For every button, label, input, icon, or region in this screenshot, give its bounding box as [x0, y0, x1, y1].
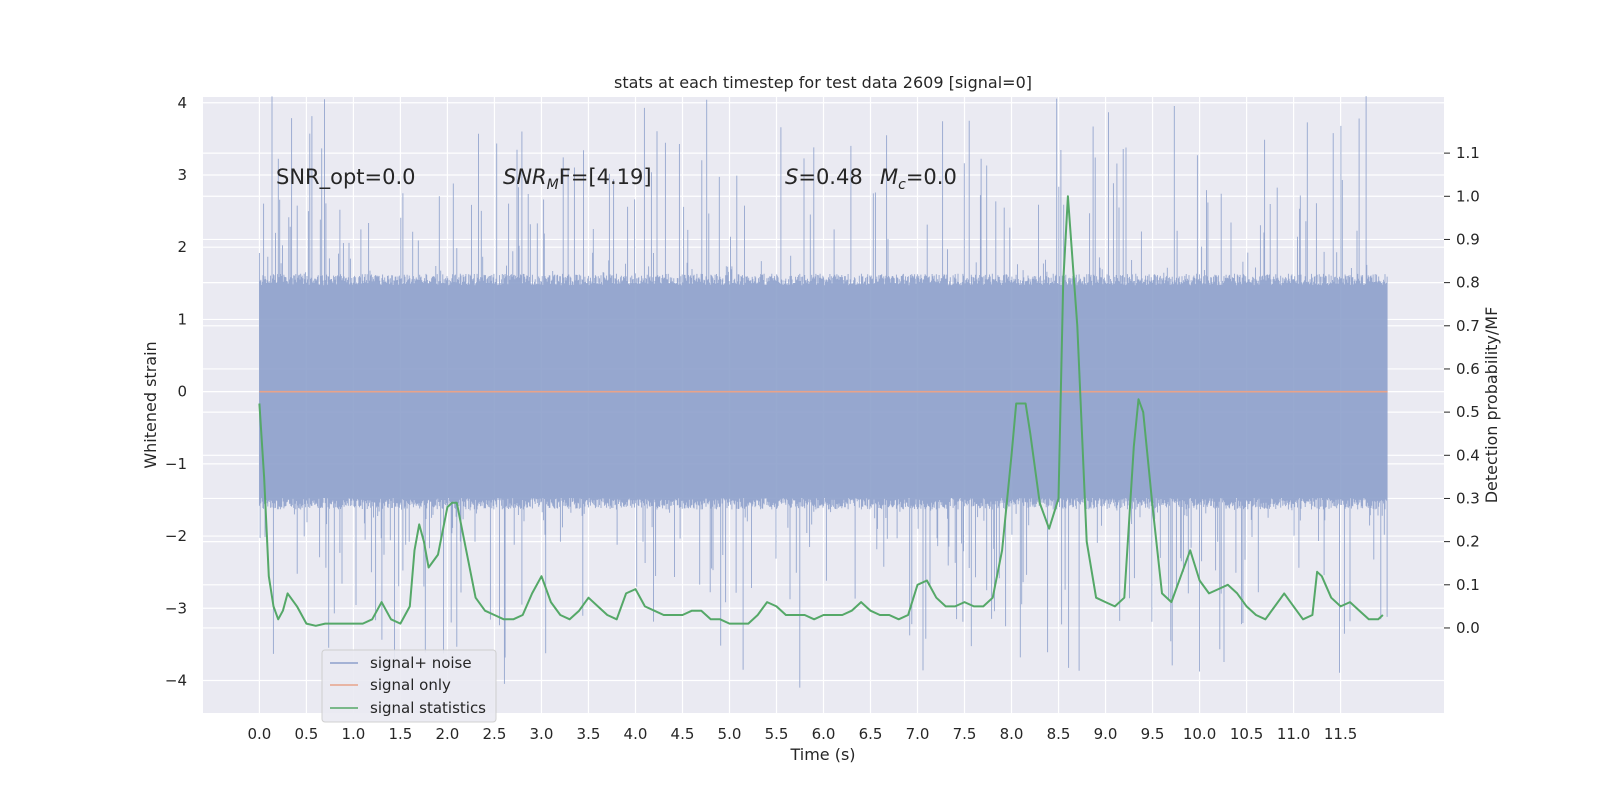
- x-tick-label: 0.5: [294, 725, 318, 743]
- y-right-tick-label: 0.7: [1456, 317, 1480, 335]
- x-tick-label: 1.5: [389, 725, 413, 743]
- x-tick-label: 8.0: [1000, 725, 1024, 743]
- y-right-tick-label: 0.9: [1456, 230, 1480, 248]
- y-axis-left: 4 3 2 1 0 −1 −2 −3 −4: [165, 94, 187, 690]
- s-value: =0.48: [798, 165, 862, 189]
- x-tick-label: 11.5: [1324, 725, 1357, 743]
- y-tick-label: −4: [165, 672, 187, 690]
- legend-label-noise: signal+ noise: [370, 654, 472, 672]
- mc-sub: c: [898, 177, 906, 193]
- x-tick-label: 6.5: [859, 725, 883, 743]
- x-tick-label: 9.0: [1094, 725, 1118, 743]
- y-axis-right-label: Detection probability/MF: [1482, 307, 1501, 504]
- x-tick-label: 3.5: [577, 725, 601, 743]
- x-tick-label: 7.0: [906, 725, 930, 743]
- snr-opt-annotation: SNR_opt=0.0: [276, 165, 416, 190]
- y-right-tick-label: 0.0: [1456, 619, 1480, 637]
- mc-value: =0.0: [906, 165, 957, 189]
- x-axis: 0.0 0.5 1.0 1.5 2.0 2.5 3.0 3.5 4.0 4.5 5.0 5.5 6.0 6…: [247, 725, 1357, 743]
- x-tick-label: 11.0: [1277, 725, 1310, 743]
- x-axis-label: Time (s): [789, 745, 855, 764]
- y-tick-label: −1: [165, 455, 187, 473]
- y-tick-label: 3: [177, 166, 187, 184]
- y-right-tick-label: 0.4: [1456, 446, 1480, 464]
- y-tick-label: 0: [177, 383, 187, 401]
- y-right-tick-label: 0.3: [1456, 489, 1480, 507]
- x-tick-label: 1.0: [341, 725, 365, 743]
- x-tick-label: 0.0: [247, 725, 271, 743]
- y-tick-label: 1: [177, 310, 187, 328]
- y-axis-label: Whitened strain: [141, 341, 160, 468]
- x-tick-label: 6.0: [812, 725, 836, 743]
- y-tick-label: −3: [165, 599, 187, 617]
- x-tick-label: 4.0: [624, 725, 648, 743]
- legend: signal+ noise signal only signal statist…: [321, 649, 497, 723]
- y-right-tick-label: 0.6: [1456, 360, 1480, 378]
- x-tick-label: 3.0: [530, 725, 554, 743]
- s-symbol: S: [785, 165, 798, 189]
- y-right-tick-label: 0.5: [1456, 403, 1480, 421]
- x-tick-label: 5.5: [765, 725, 789, 743]
- x-tick-label: 4.5: [671, 725, 695, 743]
- chart-title: stats at each timestep for test data 260…: [614, 73, 1032, 92]
- snr-mf-rest: F=[4.19]: [559, 165, 652, 189]
- snr-mf-sub: M: [547, 177, 559, 193]
- y-right-tick-label: 1.1: [1456, 144, 1480, 162]
- x-tick-label: 7.5: [953, 725, 977, 743]
- y-right-tick-label: 0.2: [1456, 533, 1480, 551]
- snr-mf-annotation: SNRMF=[4.19]: [503, 165, 652, 193]
- y-tick-label: 4: [177, 94, 187, 112]
- x-tick-label: 10.5: [1230, 725, 1263, 743]
- y-right-tick-label: 0.8: [1456, 274, 1480, 292]
- legend-label-stats: signal statistics: [370, 699, 486, 717]
- x-tick-label: 5.0: [718, 725, 742, 743]
- y-right-tick-label: 0.1: [1456, 576, 1480, 594]
- signal-statistics-line: [258, 195, 1384, 627]
- series-lines: [258, 195, 1388, 627]
- legend-label-signal: signal only: [370, 676, 451, 694]
- snr-mf-base: SNR: [503, 165, 547, 189]
- mc-annotation: Mc=0.0: [880, 165, 957, 193]
- x-tick-label: 10.0: [1183, 725, 1216, 743]
- y-right-tick-label: 1.0: [1456, 187, 1480, 205]
- x-tick-label: 2.0: [436, 725, 460, 743]
- x-tick-label: 9.5: [1141, 725, 1165, 743]
- mc-symbol: M: [880, 165, 898, 189]
- y-axis-right: 1.1 1.0 0.9 0.8 0.7 0.6 0.5 0.4 0.3 0.2 0.1 0.0: [1444, 144, 1480, 637]
- s-annotation: S=0.48: [785, 165, 863, 189]
- y-tick-label: 2: [177, 238, 187, 256]
- x-tick-label: 2.5: [483, 725, 507, 743]
- y-tick-label: −2: [165, 527, 187, 545]
- x-tick-label: 8.5: [1047, 725, 1071, 743]
- legend-box: [321, 649, 497, 723]
